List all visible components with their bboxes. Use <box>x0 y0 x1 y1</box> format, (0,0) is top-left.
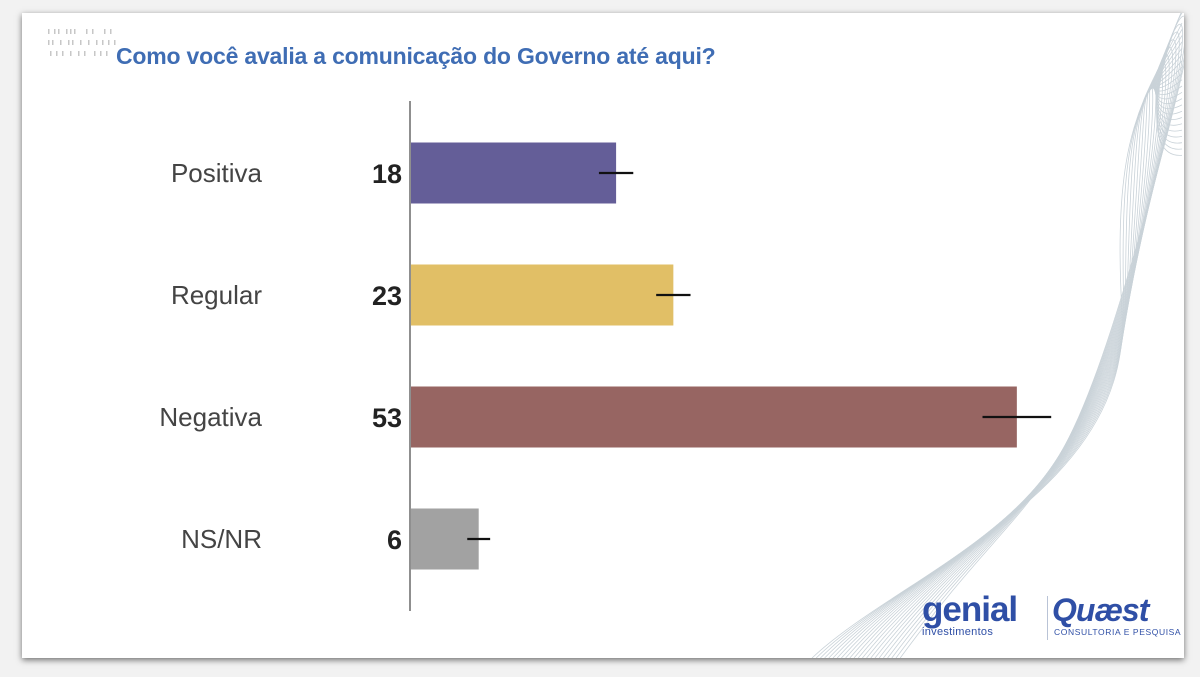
category-label-3: NS/NR <box>181 524 262 554</box>
decorative-wave-lines <box>811 13 1184 658</box>
quaest-logo-subtitle: CONSULTORIA E PESQUISA <box>1054 627 1182 637</box>
chart-title: Como você avalia a comunicação do Govern… <box>116 43 716 69</box>
bar-0 <box>410 142 617 204</box>
bar-2 <box>410 386 1017 448</box>
category-label-0: Positiva <box>171 158 263 188</box>
quaest-logo: Quæst CONSULTORIA E PESQUISA <box>1052 592 1181 637</box>
category-label-1: Regular <box>171 280 262 310</box>
value-label-1: 23 <box>372 281 402 311</box>
genial-logo-word: genial <box>922 590 1018 629</box>
slide: Como você avalia a comunicação do Govern… <box>22 13 1184 658</box>
value-label-3: 6 <box>387 525 402 555</box>
logos: genial investimentos Quæst CONSULTORIA E… <box>922 590 1181 643</box>
wave-line <box>899 13 1184 658</box>
value-label-2: 53 <box>372 403 402 433</box>
category-label-2: Negativa <box>159 402 262 432</box>
bar-1 <box>410 264 674 326</box>
quaest-logo-word: Quæst <box>1052 592 1149 628</box>
value-label-0: 18 <box>372 159 402 189</box>
genial-logo: genial investimentos <box>922 590 1018 638</box>
genial-logo-subtitle: investimentos <box>922 626 994 638</box>
logo-separator <box>1047 596 1048 640</box>
bar-chart: Positiva 18 Regular 23 Negativa 53 NS/NR 6 <box>159 101 1052 611</box>
decorative-barcode-icon <box>48 29 116 56</box>
